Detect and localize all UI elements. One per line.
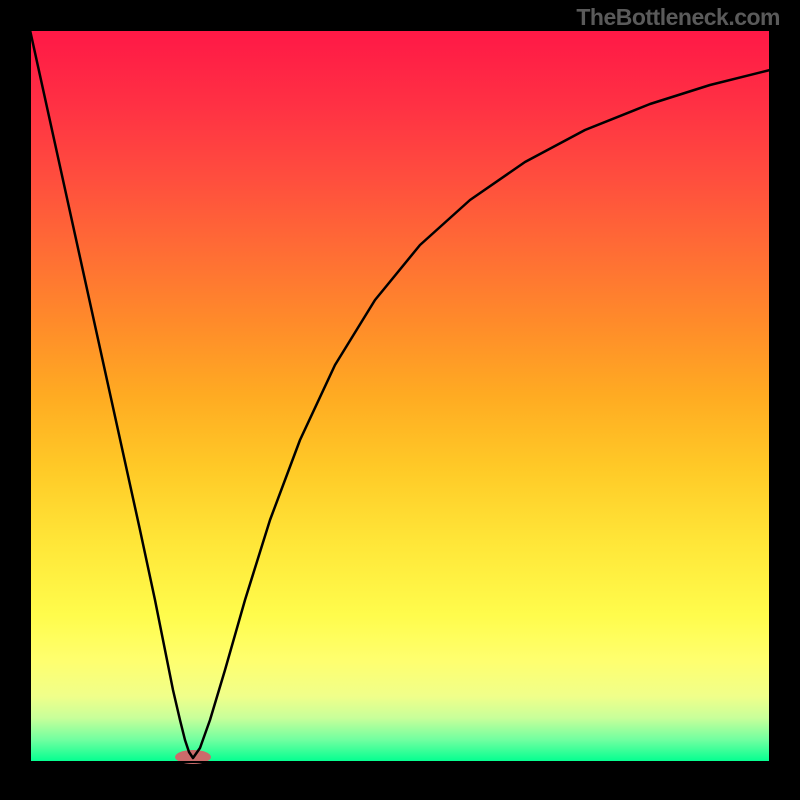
- chart-container: TheBottleneck.com: [0, 0, 800, 800]
- bottleneck-chart: [0, 0, 800, 800]
- watermark-text: TheBottleneck.com: [576, 4, 780, 31]
- plot-background-gradient: [30, 30, 770, 762]
